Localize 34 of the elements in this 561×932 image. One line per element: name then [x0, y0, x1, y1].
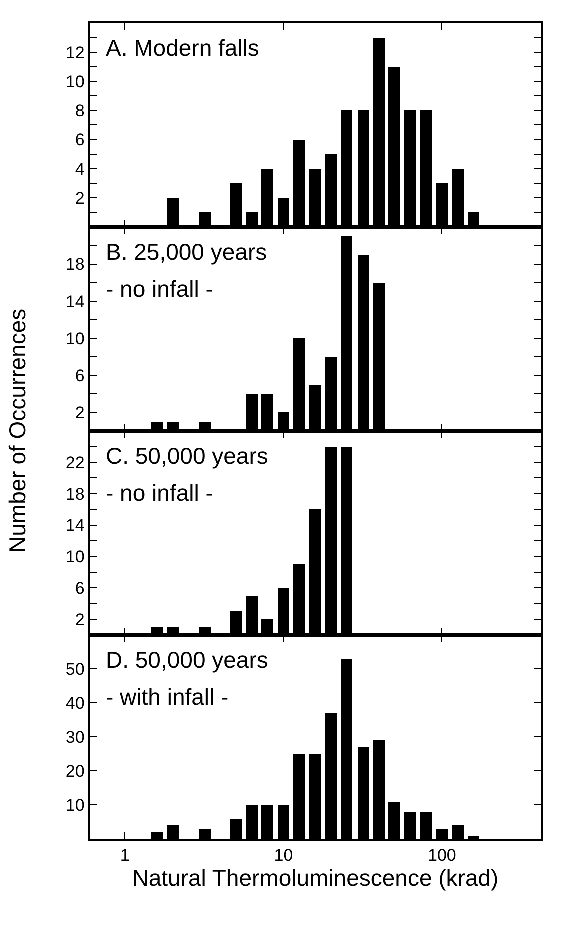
- y-tick-label: 10: [66, 548, 85, 567]
- y-tick-label: 14: [66, 516, 85, 536]
- text: A. Modern falls: [106, 35, 260, 61]
- text: - no infall -: [106, 480, 214, 506]
- text: - with infall -: [106, 684, 229, 710]
- y-tick-label: 10: [66, 72, 85, 92]
- y-tick-label: 18: [66, 255, 85, 274]
- y-tick-label: 10: [66, 796, 85, 816]
- y-tick-label: 22: [66, 453, 85, 472]
- x-tick-label: 10: [274, 846, 294, 866]
- y-tick-label: 6: [75, 130, 85, 150]
- y-tick-label: 6: [75, 578, 85, 598]
- y-axis-title: Number of Occurrences: [4, 308, 31, 553]
- y-tick-label: 12: [66, 43, 85, 62]
- x-tick-label: 1: [120, 846, 130, 866]
- text: C. 50,000 years: [106, 443, 268, 469]
- y-tick-label: 10: [66, 329, 85, 348]
- y-tick-label: 40: [66, 694, 85, 714]
- x-axis-title: Natural Thermoluminescence (krad): [132, 865, 499, 892]
- y-tick-label: 14: [66, 292, 85, 312]
- text: B. 25,000 years: [106, 239, 268, 265]
- y-tick-label: 30: [66, 728, 85, 748]
- x-tick-label: 100: [428, 846, 456, 866]
- y-tick-label: 20: [66, 762, 85, 782]
- y-tick-label: 2: [75, 189, 85, 208]
- y-tick-label: 8: [75, 102, 85, 121]
- y-tick-label: 2: [75, 610, 85, 630]
- y-tick-label: 6: [75, 366, 85, 386]
- text: D. 50,000 years: [106, 647, 268, 673]
- y-tick-label: 4: [75, 160, 85, 179]
- text: - no infall -: [106, 276, 214, 302]
- y-tick-label: 50: [66, 660, 85, 680]
- y-tick-label: 2: [75, 404, 85, 423]
- y-tick-label: 18: [66, 484, 85, 504]
